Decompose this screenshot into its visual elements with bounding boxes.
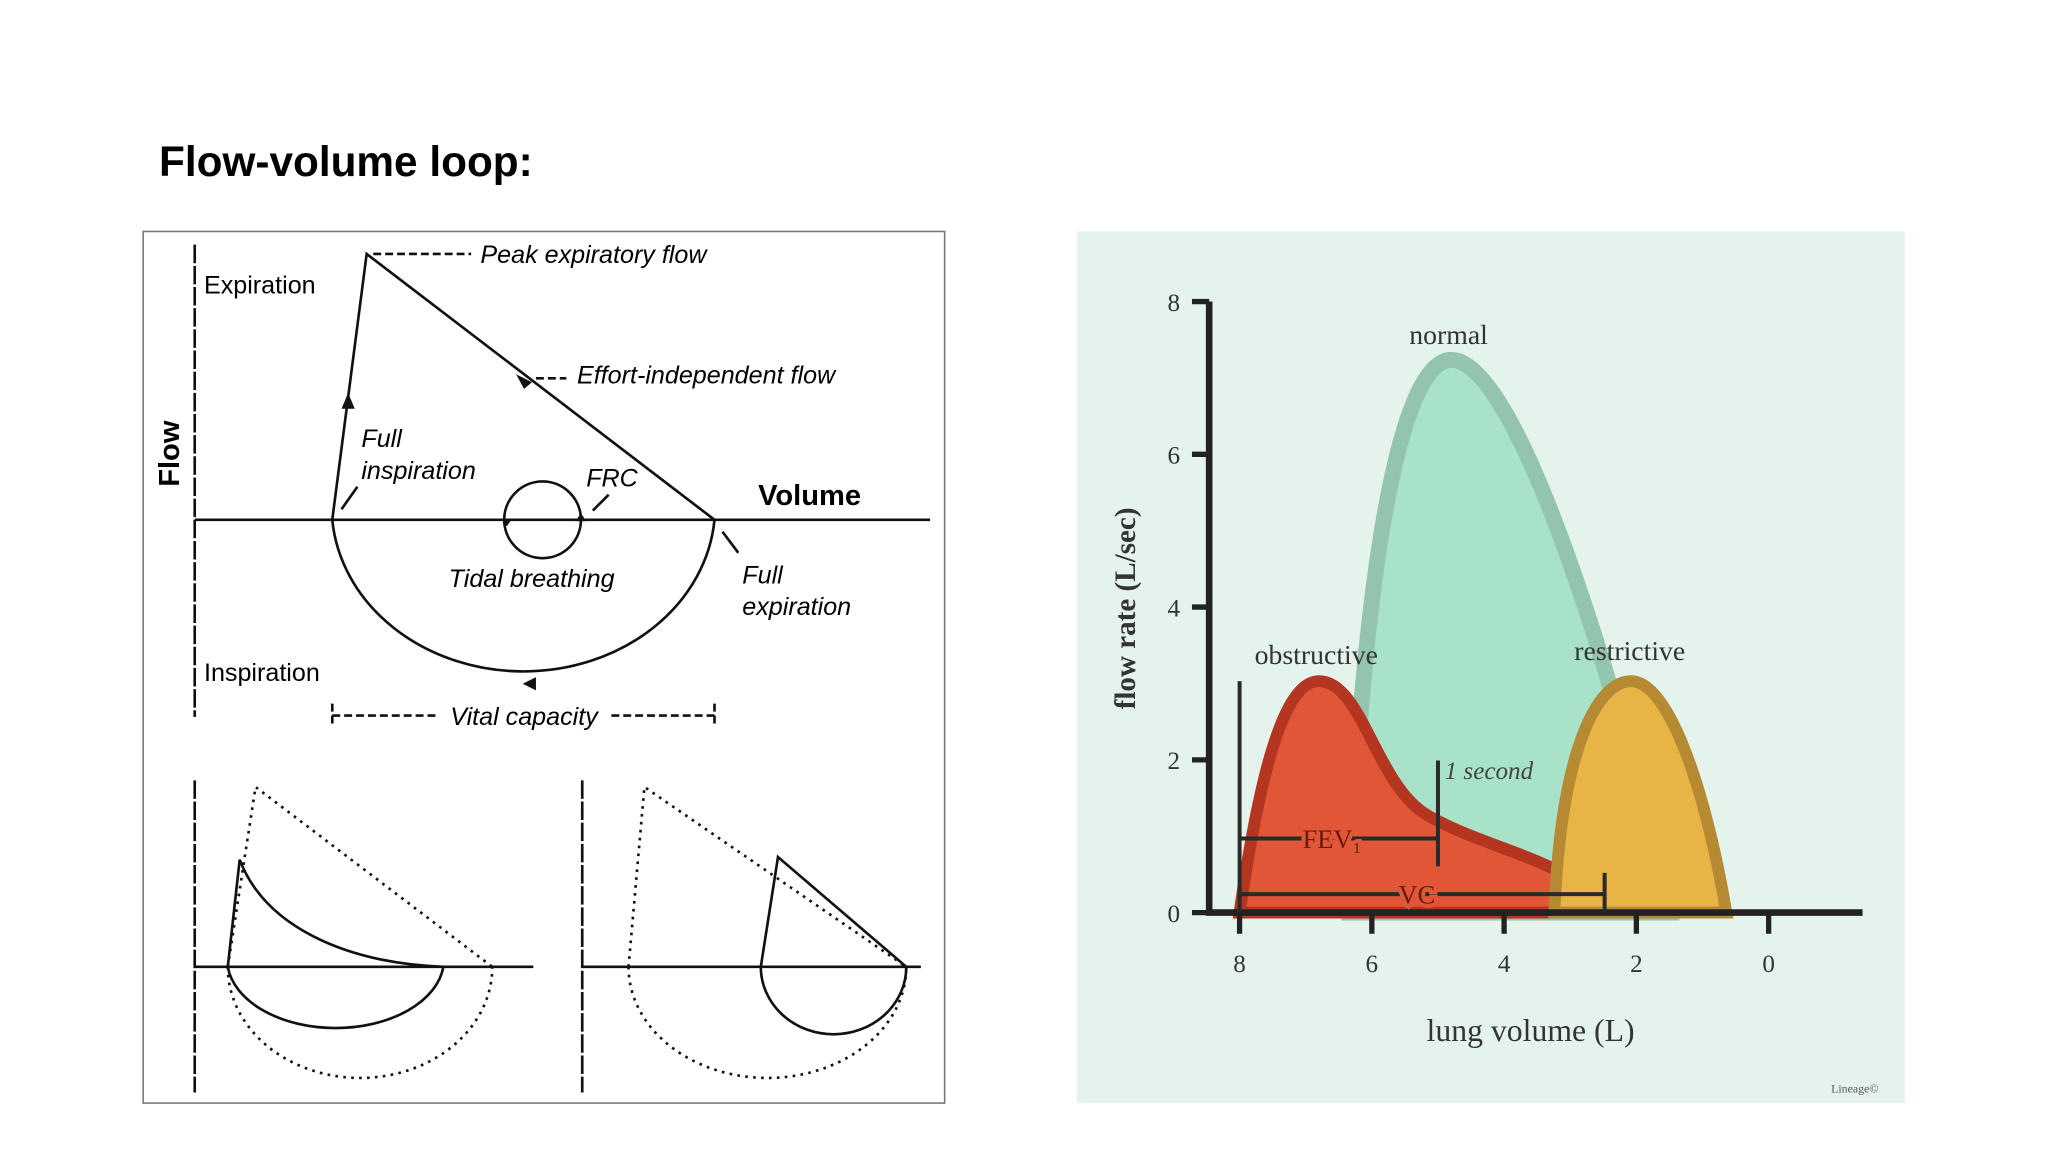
leader xyxy=(340,485,359,510)
vc-bracket xyxy=(330,703,716,728)
label: Full expiration xyxy=(742,561,851,621)
curve-label: obstructive xyxy=(1255,640,1378,671)
obstructive-curve xyxy=(1232,675,1615,919)
label: Full inspiration xyxy=(361,425,475,485)
label: Vital capacity xyxy=(450,703,599,731)
axis-title: lung volume (L) xyxy=(1427,1013,1635,1048)
inspiration-curve xyxy=(330,519,716,673)
brackets xyxy=(1237,681,1607,913)
label: Tidal breathing xyxy=(449,565,615,593)
label: VC xyxy=(1398,879,1435,909)
label-line: expiration xyxy=(742,593,851,621)
expiration-curve xyxy=(330,251,716,521)
signature: Lineage© xyxy=(1831,1081,1878,1095)
x-tick-label: 2 xyxy=(1630,951,1643,978)
label: Effort-independent flow xyxy=(577,362,837,390)
left-diagram: Peak expiratory flow Expiration Effort-i… xyxy=(142,230,946,1104)
y-tick-label: 8 xyxy=(1168,290,1181,317)
label-line: inspiration xyxy=(361,457,475,485)
x-tick-label: 8 xyxy=(1233,951,1246,978)
frame xyxy=(142,230,946,1104)
axis-label: Volume xyxy=(758,480,861,512)
y-tick-label: 6 xyxy=(1168,443,1181,470)
x-tick-label: 4 xyxy=(1498,951,1511,978)
axis-label: Flow xyxy=(154,420,186,487)
label: FEV₁ xyxy=(1303,824,1362,854)
x-tick-label: 0 xyxy=(1762,951,1775,978)
curve-label: normal xyxy=(1409,320,1488,351)
label: Expiration xyxy=(204,272,316,300)
obstructive-loop xyxy=(226,859,445,1030)
slide-title: Flow-volume loop: xyxy=(159,138,533,185)
label-line: Full xyxy=(361,425,403,453)
label: Peak expiratory flow xyxy=(480,241,708,269)
leader xyxy=(591,493,610,512)
label: 1 second xyxy=(1445,758,1534,785)
x-tick-label: 6 xyxy=(1366,951,1379,978)
normal-loop xyxy=(226,784,494,1080)
label: FRC xyxy=(586,465,638,493)
right-diagram: normal obstructive restrictive 1 second … xyxy=(1076,231,1905,1104)
y-tick-label: 2 xyxy=(1168,748,1181,775)
label: Inspiration xyxy=(204,659,320,687)
y-tick-label: 4 xyxy=(1168,595,1181,622)
restrictive-loop xyxy=(759,854,908,1036)
restrictive-curve xyxy=(1548,675,1734,919)
axis-title: flow rate (L/sec) xyxy=(1110,507,1142,709)
label-line: Full xyxy=(742,561,784,589)
leader xyxy=(721,530,740,554)
y-tick-label: 0 xyxy=(1168,901,1181,928)
curve-label: restrictive xyxy=(1574,636,1685,667)
